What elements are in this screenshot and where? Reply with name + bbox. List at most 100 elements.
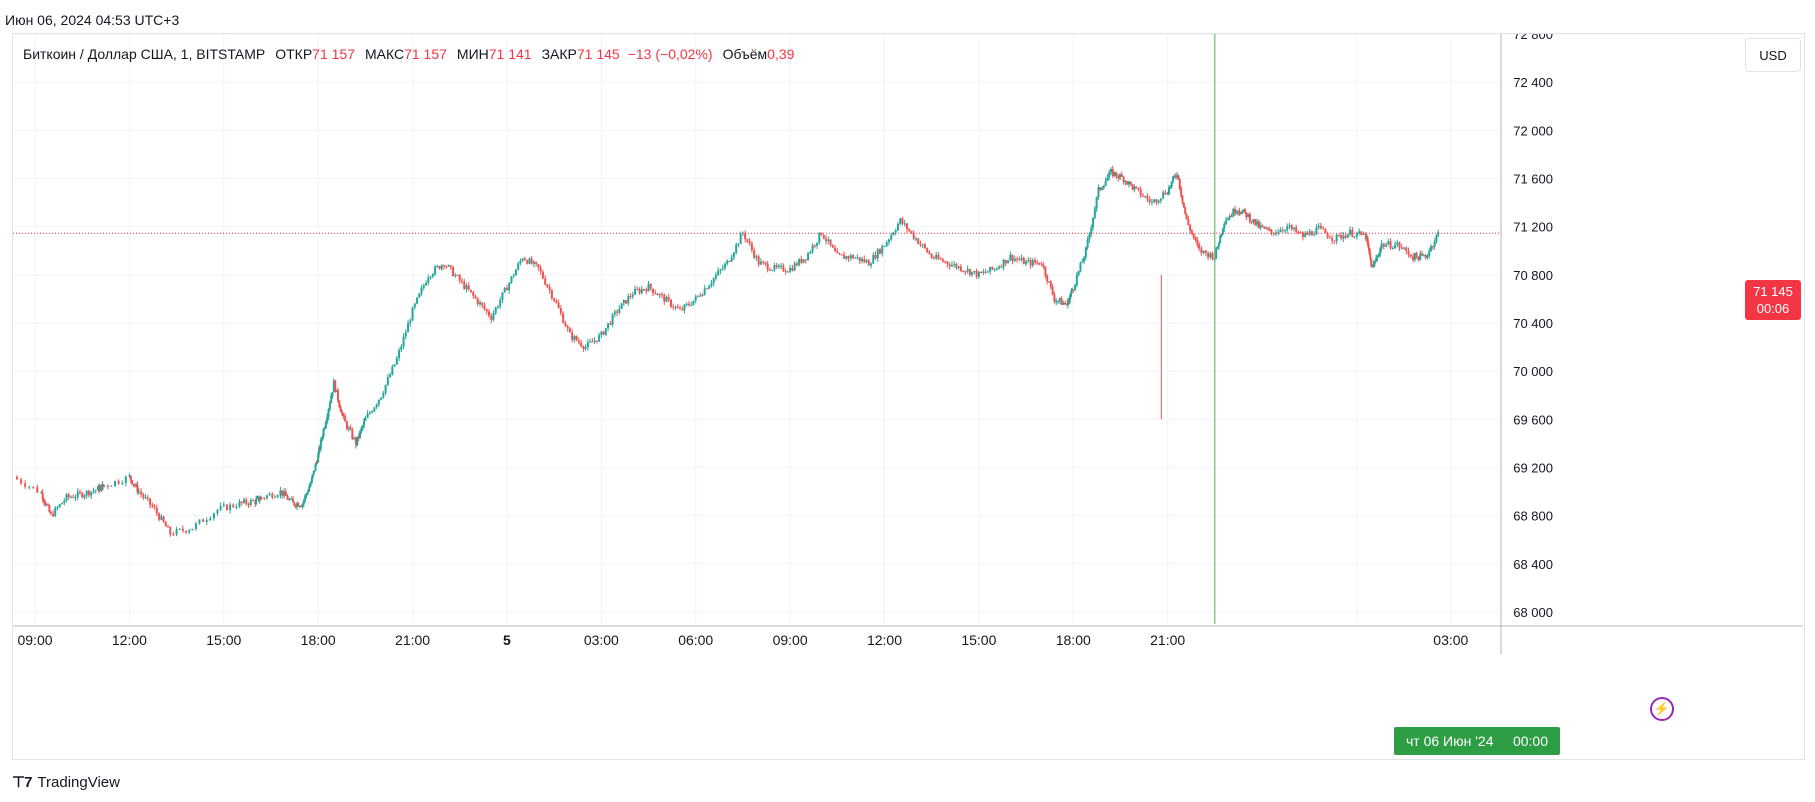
candle-body [526,260,529,264]
candle-body [584,347,587,349]
candle-body [265,495,268,499]
candle-body [625,300,628,304]
candle-body [629,296,632,298]
candle-body [654,293,657,295]
candle-body [1301,232,1304,238]
candle-body [240,501,243,503]
candle-body [1252,219,1255,222]
candle-body [1342,235,1345,239]
candle-body [1375,257,1378,262]
candle-body [510,276,513,283]
candle-body [896,224,899,231]
candle-body [811,245,814,252]
candle-body [292,498,295,503]
currency-button[interactable]: USD [1745,38,1801,72]
candle-body [121,483,124,485]
candle-body [219,505,222,510]
candle-body [550,290,553,299]
candle-body [899,218,902,225]
candle-body [1389,241,1392,249]
candle-body [1062,302,1065,305]
candle-body [1421,253,1424,256]
tradingview-logo[interactable]: ⊤7 TradingView [12,773,120,792]
candle-body [1367,244,1370,249]
candle-body [330,395,333,404]
candle-body [678,308,681,310]
candle-body [921,244,924,246]
candle-body [676,306,679,309]
time-tick-label: 06:00 [678,632,713,648]
candle-body [1225,220,1228,224]
candle-body [807,253,810,261]
candle-body [1097,187,1100,198]
candle-body [1288,225,1291,227]
candle-body [528,258,531,264]
candle-body [1011,254,1014,261]
candle-body [505,287,508,291]
last-price-value: 71 145 [1753,284,1793,299]
candle-body [124,476,127,484]
candle-body [311,474,314,478]
candle-body [212,513,215,519]
open-label: ОТКР [275,46,313,62]
candle-body [1104,181,1107,186]
price-tick-label: 70 000 [1513,364,1553,379]
candle-body [144,497,147,499]
candle-body [1016,258,1019,260]
candle-body [1270,229,1273,233]
candle-body [481,302,484,306]
candle-body [562,313,565,323]
candle-body [1295,227,1298,232]
candle-body [1196,239,1199,245]
candle-body [989,266,992,272]
candle-body [92,490,95,492]
candle-body [404,332,407,337]
candle-body [431,274,434,277]
candle-body [1139,189,1142,196]
candle-body [391,366,394,375]
candle-body [1060,298,1063,305]
candle-body [939,258,942,260]
candle-body [32,486,35,488]
candle-body [905,223,908,230]
candle-body [609,323,612,325]
candle-body [78,491,81,493]
candle-body [490,315,493,320]
candle-body [674,306,677,308]
candle-body [1424,255,1427,258]
price-tick-label: 68 400 [1513,557,1553,572]
candle-body [683,304,686,311]
candle-body [169,526,172,535]
symbol-name[interactable]: Биткоин / Доллар США, 1, BITSTAMP [23,46,266,62]
price-chart[interactable]: 68 000 68 400 68 800 69 200 69 600 70 000 70 4… [13,34,1803,759]
candle-body [1319,225,1322,228]
candle-body [429,276,432,278]
candle-body [998,266,1001,269]
candle-body [1328,237,1331,239]
candle-body [1351,229,1354,237]
lightning-bolt-icon[interactable]: ⚡ [1650,697,1674,721]
candle-body [393,364,396,367]
candle-body [1369,254,1372,259]
candle-body [472,291,475,296]
candle-body [1044,266,1047,276]
candle-body [793,263,796,271]
candle-body [591,341,594,343]
candle-body [252,500,255,502]
candle-body [840,254,843,256]
candle-body [427,277,430,283]
candle-body [1064,302,1067,305]
candle-body [582,346,585,349]
candle-body [836,251,839,254]
candle-body [968,268,971,275]
candle-body [268,493,271,496]
candle-body [852,255,855,259]
candle-body [771,269,774,271]
candle-body [323,428,326,430]
time-tick-label: 15:00 [206,632,241,648]
candle-body [1220,233,1223,236]
candle-body [1322,227,1325,230]
candle-body [1207,253,1210,258]
time-axis: 09:00 12:00 15:00 18:00 21:00 5 03:00 06:00 09:0… [13,625,1803,648]
candle-body [1333,240,1336,242]
